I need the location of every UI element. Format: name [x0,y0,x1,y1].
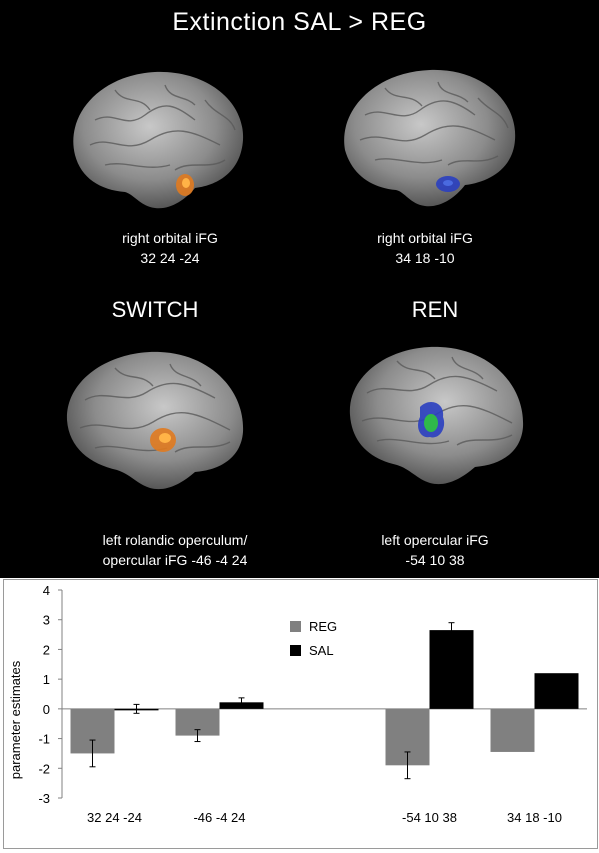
bar-chart: -3 -2 -1 0 1 2 3 4 32 24 -24 -46 -4 24 -54 10 38 3… [8,583,587,825]
bar-sal [534,673,579,709]
coordinates-label: opercular iFG -46 -4 24 [102,552,248,568]
y-tick-label: -1 [38,732,50,747]
x-tick-label: -54 10 38 [402,810,457,825]
brain-image-left-rolandic [66,351,244,490]
figure-title: Extinction SAL > REG [172,8,427,36]
y-tick-label: 1 [43,672,50,687]
brain-image-right-orbital-2 [344,69,516,207]
brain-image-right-orbital-1 [73,71,244,209]
y-axis-label: parameter estimates [8,660,23,779]
caption-panel-2: right orbital iFG 34 18 -10 [300,228,550,268]
caption-panel-1: right orbital iFG 32 24 -24 [45,228,295,268]
region-label: right orbital iFG [122,230,218,246]
coordinates-label: -54 10 38 [405,552,465,568]
section-title-switch: SWITCH [111,297,199,322]
caption-panel-4: left opercular iFG -54 10 38 [310,530,560,570]
y-tick-label: -3 [38,791,50,806]
y-tick-label: 2 [43,642,50,657]
coordinates-label: 34 18 -10 [395,250,455,266]
legend-label-reg: REG [309,619,337,634]
bar-sal [429,630,474,709]
bar-reg [490,708,535,752]
legend-swatch-reg [290,621,301,632]
y-tick-label: -2 [38,761,50,776]
y-tick-label: 4 [43,583,50,598]
x-tick-label: 34 18 -10 [507,810,562,825]
region-label: left rolandic operculum/ [102,532,248,548]
region-label: right orbital iFG [377,230,473,246]
legend-label-sal: SAL [309,643,334,658]
coordinates-label: 32 24 -24 [140,250,200,266]
x-tick-label: -46 -4 24 [193,810,245,825]
legend-swatch-sal [290,645,301,656]
y-tick-label: 0 [43,702,50,717]
brain-figure-panel: Extinction SAL > REG right orbital iFG 3… [0,0,599,578]
section-title-ren: REN [411,297,459,322]
bar-chart-panel: -3 -2 -1 0 1 2 3 4 32 24 -24 -46 -4 24 -54 10 38 3… [3,579,598,849]
y-tick-label: 3 [43,613,50,628]
x-tick-label: 32 24 -24 [87,810,142,825]
caption-panel-3: left rolandic operculum/ opercular iFG -… [40,530,310,570]
region-label: left opercular iFG [381,532,489,548]
brain-image-left-opercular [349,346,524,485]
